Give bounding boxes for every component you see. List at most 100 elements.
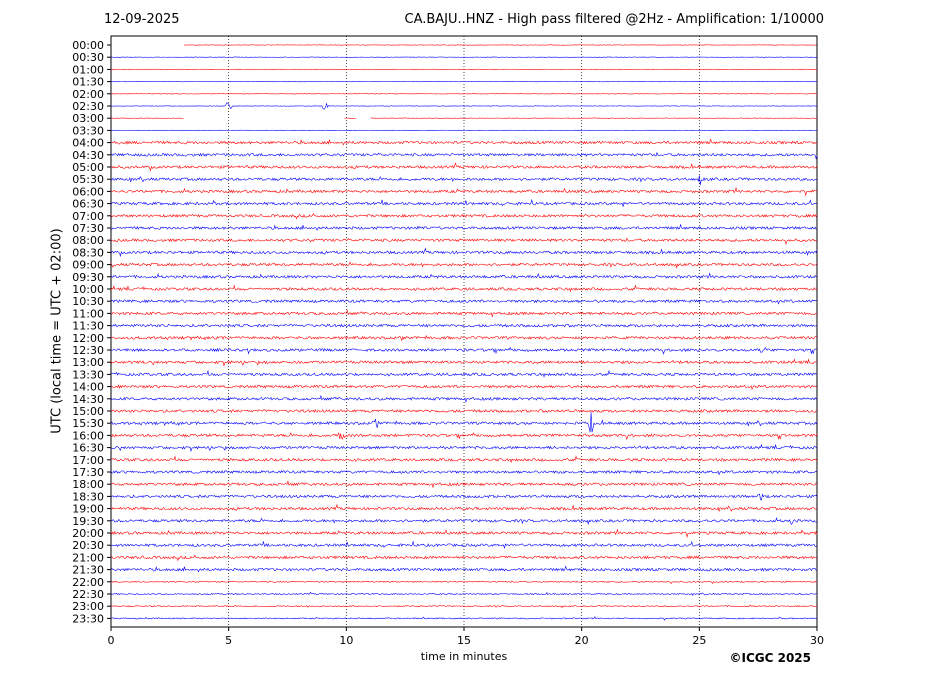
- y-tick-label: 04:00: [72, 137, 104, 150]
- copyright-label: ©ICGC 2025: [729, 651, 811, 665]
- y-tick-label: 11:30: [72, 320, 104, 333]
- trace-line: [110, 517, 818, 526]
- trace-line: [110, 346, 818, 355]
- x-tick-label: 30: [810, 634, 824, 647]
- y-tick-label: 17:30: [72, 466, 104, 479]
- trace-line: [110, 186, 818, 197]
- y-tick-label: 07:30: [72, 222, 104, 235]
- trace-line: [110, 129, 818, 131]
- x-tick-label: 15: [457, 634, 471, 647]
- y-tick-label: 05:30: [72, 173, 104, 186]
- trace-line: [110, 412, 818, 433]
- trace-line: [110, 162, 818, 172]
- x-tick-label: 5: [225, 634, 232, 647]
- trace-line: [110, 503, 818, 512]
- trace-line: [110, 591, 818, 596]
- trace-line: [110, 309, 818, 317]
- trace-line: [110, 358, 818, 367]
- trace-line: [110, 323, 818, 328]
- trace-line: [110, 117, 184, 119]
- y-tick-label: 02:00: [72, 88, 104, 101]
- y-tick-label: 12:00: [72, 332, 104, 345]
- y-tick-label: 01:30: [72, 76, 104, 89]
- trace-line: [183, 44, 817, 46]
- trace-line: [110, 455, 818, 464]
- trace-line: [110, 528, 818, 538]
- y-tick-label: 22:30: [72, 588, 104, 601]
- y-axis: 00:0000:3001:0001:3002:0002:3003:0003:30…: [72, 39, 111, 625]
- trace-line: [110, 299, 818, 305]
- y-tick-label: 00:00: [72, 39, 104, 52]
- y-tick-label: 02:30: [72, 100, 104, 113]
- y-tick-label: 01:00: [72, 63, 104, 76]
- y-axis-label: UTC (local time = UTC + 02:00): [49, 228, 65, 434]
- y-tick-label: 18:30: [72, 490, 104, 503]
- y-tick-label: 05:00: [72, 161, 104, 174]
- trace-line: [110, 580, 818, 585]
- trace-line: [110, 408, 818, 414]
- y-tick-label: 10:00: [72, 283, 104, 296]
- trace-line: [110, 81, 818, 83]
- trace-line: [110, 223, 818, 231]
- y-tick-label: 14:00: [72, 381, 104, 394]
- trace-line: [110, 604, 818, 609]
- x-axis: 0 5 10 15 20 25 30: [108, 627, 824, 647]
- y-tick-label: 19:30: [72, 515, 104, 528]
- trace-line: [110, 334, 818, 342]
- trace-line: [110, 565, 818, 573]
- trace-line: [110, 384, 818, 391]
- y-tick-label: 21:00: [72, 551, 104, 564]
- trace-line: [110, 394, 818, 403]
- trace-line: [110, 470, 818, 476]
- y-tick-label: 23:30: [72, 612, 104, 625]
- y-tick-label: 04:30: [72, 149, 104, 162]
- x-tick-label: 10: [339, 634, 353, 647]
- y-tick-label: 14:30: [72, 393, 104, 406]
- y-tick-label: 15:00: [72, 405, 104, 418]
- trace-line: [110, 68, 818, 70]
- x-tick-label: 25: [692, 634, 706, 647]
- y-tick-label: 11:00: [72, 307, 104, 320]
- x-tick-label: 0: [108, 634, 115, 647]
- y-tick-label: 16:00: [72, 429, 104, 442]
- y-tick-label: 13:00: [72, 356, 104, 369]
- y-tick-label: 20:30: [72, 539, 104, 552]
- y-tick-label: 09:00: [72, 259, 104, 272]
- trace-line: [110, 480, 818, 488]
- grid-lines: [228, 36, 700, 627]
- y-tick-label: 16:30: [72, 442, 104, 455]
- trace-line: [110, 443, 818, 453]
- y-tick-label: 17:00: [72, 454, 104, 467]
- plot-frame: [110, 35, 818, 628]
- trace-line: [110, 284, 818, 293]
- y-tick-label: 23:00: [72, 600, 104, 613]
- y-tick-label: 06:00: [72, 185, 104, 198]
- trace-line: [110, 369, 818, 378]
- trace-line: [110, 138, 818, 146]
- trace-line: [110, 175, 818, 185]
- y-tick-label: 19:00: [72, 503, 104, 516]
- trace-line: [370, 117, 818, 119]
- y-tick-label: 07:00: [72, 210, 104, 223]
- trace-line: [110, 212, 818, 220]
- y-tick-label: 08:30: [72, 246, 104, 259]
- y-tick-label: 09:30: [72, 271, 104, 284]
- y-tick-label: 06:30: [72, 198, 104, 211]
- y-tick-label: 15:30: [72, 417, 104, 430]
- y-tick-label: 03:30: [72, 124, 104, 137]
- chart-title: CA.BAJU..HNZ - High pass filtered @2Hz -…: [404, 12, 825, 27]
- x-axis-label: time in minutes: [420, 650, 508, 663]
- y-tick-label: 20:00: [72, 527, 104, 540]
- trace-line: [110, 198, 818, 207]
- trace-line: [110, 93, 817, 95]
- trace-line: [110, 554, 818, 562]
- trace-line: [110, 151, 818, 160]
- y-tick-label: 21:30: [72, 564, 104, 577]
- y-tick-label: 18:00: [72, 478, 104, 491]
- y-tick-label: 13:30: [72, 368, 104, 381]
- trace-line: [110, 616, 818, 621]
- trace-line: [110, 493, 818, 501]
- trace-line: [110, 237, 818, 246]
- trace-line: [110, 56, 818, 58]
